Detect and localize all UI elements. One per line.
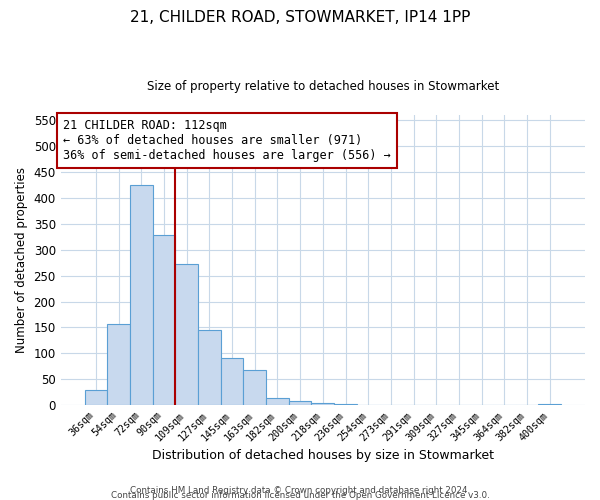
Bar (311, 403, 334, 405)
Bar (175, 264, 198, 405)
Bar (266, 398, 289, 405)
Bar (221, 358, 244, 405)
Bar (380, 404, 402, 405)
Bar (130, 185, 152, 405)
Bar (85, 390, 107, 405)
Bar (244, 370, 266, 405)
Bar (334, 404, 357, 405)
Text: 21 CHILDER ROAD: 112sqm
← 63% of detached houses are smaller (971)
36% of semi-d: 21 CHILDER ROAD: 112sqm ← 63% of detache… (63, 120, 391, 162)
Title: Size of property relative to detached houses in Stowmarket: Size of property relative to detached ho… (147, 80, 499, 93)
Text: Contains HM Land Registry data © Crown copyright and database right 2024.: Contains HM Land Registry data © Crown c… (130, 486, 470, 495)
Bar (107, 324, 130, 405)
Bar (198, 330, 221, 405)
X-axis label: Distribution of detached houses by size in Stowmarket: Distribution of detached houses by size … (152, 450, 494, 462)
Text: Contains public sector information licensed under the Open Government Licence v3: Contains public sector information licen… (110, 490, 490, 500)
Bar (538, 404, 561, 405)
Y-axis label: Number of detached properties: Number of detached properties (15, 167, 28, 353)
Bar (152, 235, 175, 405)
Bar (357, 404, 380, 405)
Text: 21, CHILDER ROAD, STOWMARKET, IP14 1PP: 21, CHILDER ROAD, STOWMARKET, IP14 1PP (130, 10, 470, 25)
Bar (289, 401, 311, 405)
